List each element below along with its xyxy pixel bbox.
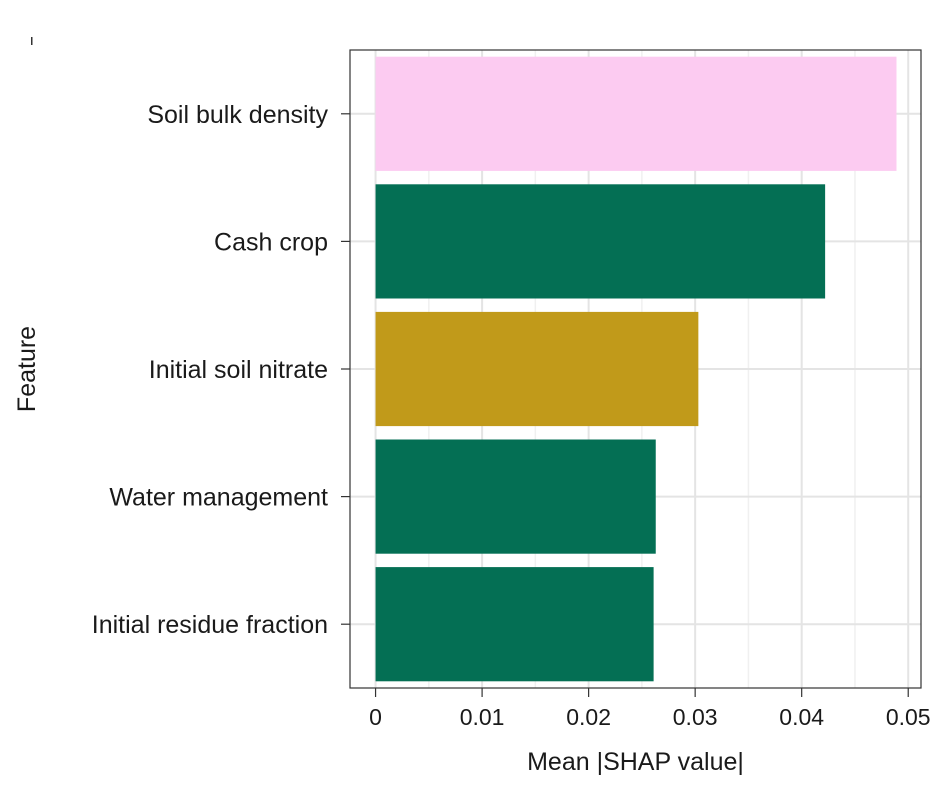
bar (375, 311, 699, 427)
bar (375, 567, 654, 682)
x-tick-label: 0.05 (886, 704, 931, 730)
x-tick-label: 0.03 (673, 704, 718, 730)
y-axis: Soil bulk density Cash crop Initial soil n… (92, 101, 350, 639)
y-tick-label: Cash crop (214, 228, 328, 256)
y-tick-label: Soil bulk density (147, 101, 328, 129)
bar (375, 56, 897, 171)
x-tick-label: 0 (369, 704, 382, 730)
y-tick-label: Water management (109, 484, 328, 512)
corner-mark (31, 37, 33, 45)
x-axis-title: Mean |SHAP value| (527, 748, 744, 776)
bar (375, 439, 656, 554)
x-tick-label: 0.04 (779, 704, 824, 730)
y-tick-label: Initial residue fraction (92, 611, 328, 639)
y-axis-title: Feature (13, 326, 41, 412)
x-tick-label: 0.01 (460, 704, 505, 730)
x-axis: 0 0.01 0.02 0.03 0.04 0.05 (369, 688, 931, 730)
bars (375, 56, 897, 682)
bar (375, 184, 826, 299)
y-tick-label: Initial soil nitrate (149, 356, 328, 384)
x-tick-label: 0.02 (566, 704, 611, 730)
